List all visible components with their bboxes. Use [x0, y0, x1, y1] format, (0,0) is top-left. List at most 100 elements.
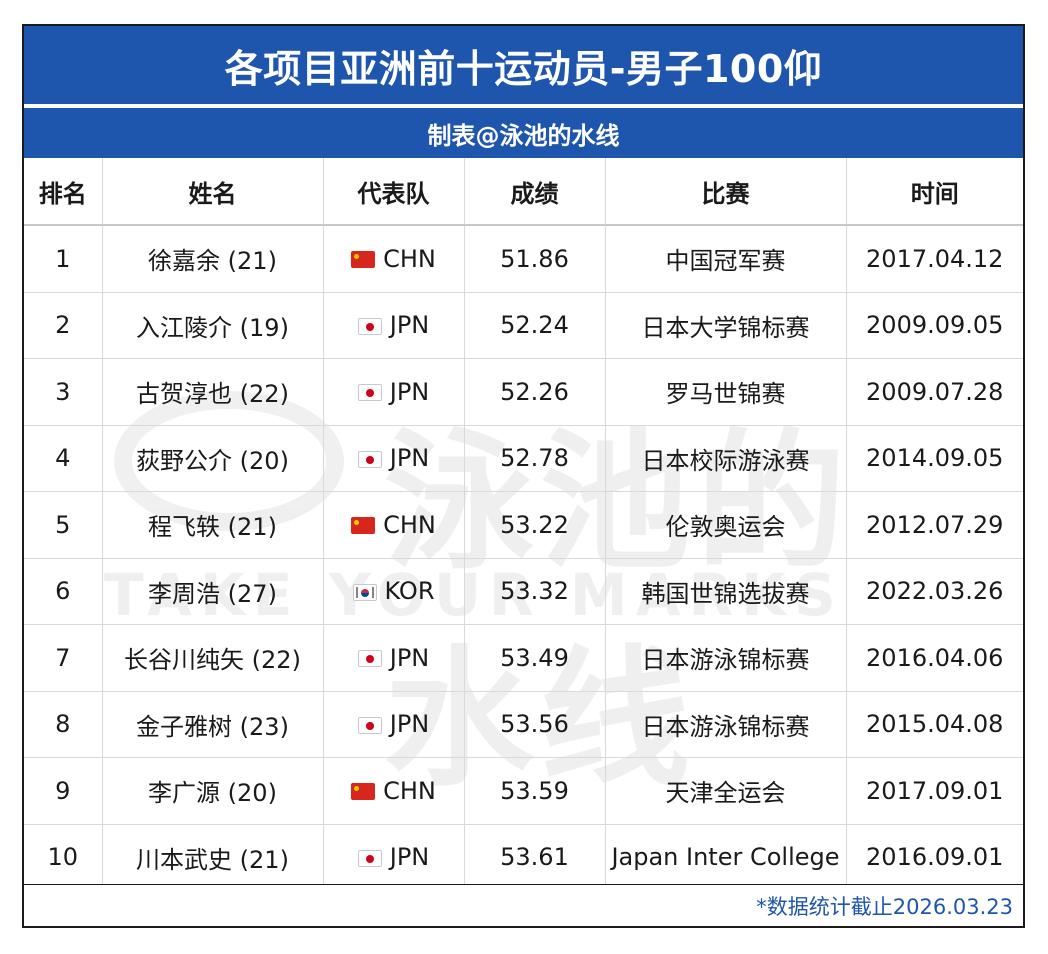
cell-team: JPN [323, 358, 465, 426]
cell-time: 53.56 [464, 691, 606, 758]
cell-rank: 4 [24, 425, 103, 492]
table-row: 6 李周浩 (27) KOR 53.32 韩国世锦选拔赛 2022.03.26 [24, 558, 1023, 625]
chn-flag-icon [351, 783, 376, 801]
cell-meet: 罗马世锦赛 [605, 358, 847, 426]
cell-date: 2017.04.12 [846, 225, 1023, 293]
cell-rank: 2 [24, 292, 103, 359]
cell-team: KOR [323, 558, 465, 625]
cell-meet: 日本校际游泳赛 [605, 425, 847, 492]
cell-name: 李周浩 (27) [102, 558, 324, 625]
cell-date: 2009.09.05 [846, 292, 1023, 359]
chn-flag-icon [351, 251, 376, 269]
cell-time: 53.49 [464, 624, 606, 692]
header-time: 成绩 [464, 158, 606, 226]
team-code: JPN [389, 377, 430, 406]
kor-flag-icon [352, 583, 377, 601]
cell-meet: 日本游泳锦标赛 [605, 624, 847, 692]
cell-rank: 8 [24, 691, 103, 758]
cell-rank: 7 [24, 624, 103, 692]
cell-time: 53.59 [464, 757, 606, 825]
cell-date: 2014.09.05 [846, 425, 1023, 492]
cell-time: 52.78 [464, 425, 606, 492]
jpn-flag-icon [357, 450, 382, 468]
team-code: KOR [384, 577, 435, 606]
table-body: 1 徐嘉余 (21) CHN 51.86 中国冠军赛 2017.04.12 2 入江陵介 (1… [24, 225, 1023, 891]
cell-team: CHN [323, 491, 465, 559]
jpn-flag-icon [357, 716, 382, 734]
header-rank: 排名 [24, 158, 103, 226]
cell-team: CHN [323, 757, 465, 825]
cell-time: 52.24 [464, 292, 606, 359]
cell-time: 51.86 [464, 225, 606, 293]
cell-name: 程飞轶 (21) [102, 491, 324, 559]
cell-rank: 3 [24, 358, 103, 426]
team-code: JPN [389, 710, 430, 739]
table-header-row: 排名 姓名 代表队 成绩 比赛 时间 [24, 158, 1023, 226]
cell-date: 2015.04.08 [846, 691, 1023, 758]
cell-team: JPN [323, 425, 465, 492]
team-code: CHN [383, 510, 436, 539]
cell-time: 52.26 [464, 358, 606, 426]
footer-note: *数据统计截止2026.03.23 [24, 884, 1023, 926]
cell-meet: Japan Inter College [605, 824, 847, 891]
cell-name: 入江陵介 (19) [102, 292, 324, 359]
cell-date: 2009.07.28 [846, 358, 1023, 426]
header-name: 姓名 [102, 158, 324, 226]
table-row: 7 长谷川纯矢 (22) JPN 53.49 日本游泳锦标赛 2016.04.06 [24, 624, 1023, 692]
cell-name: 金子雅树 (23) [102, 691, 324, 758]
jpn-flag-icon [357, 317, 382, 335]
cell-rank: 1 [24, 225, 103, 293]
ranking-table-card: 各项目亚洲前十运动员-男子100仰 制表@泳池的水线 泳池的水线 TAKE YO… [22, 24, 1025, 928]
cell-name: 徐嘉余 (21) [102, 225, 324, 293]
table-row: 5 程飞轶 (21) CHN 53.22 伦敦奥运会 2012.07.29 [24, 491, 1023, 559]
cell-meet: 天津全运会 [605, 757, 847, 825]
table-row: 10 川本武史 (21) JPN 53.61 Japan Inter College 20… [24, 824, 1023, 891]
cell-team: JPN [323, 292, 465, 359]
jpn-flag-icon [357, 650, 382, 668]
cell-rank: 5 [24, 491, 103, 559]
cell-rank: 6 [24, 558, 103, 625]
cell-meet: 日本游泳锦标赛 [605, 691, 847, 758]
table-row: 4 荻野公介 (20) JPN 52.78 日本校际游泳赛 2014.09.05 [24, 425, 1023, 492]
cell-time: 53.32 [464, 558, 606, 625]
team-code: JPN [389, 843, 430, 872]
table-row: 9 李广源 (20) CHN 53.59 天津全运会 2017.09.01 [24, 757, 1023, 825]
header-team: 代表队 [323, 158, 465, 226]
table-row: 1 徐嘉余 (21) CHN 51.86 中国冠军赛 2017.04.12 [24, 225, 1023, 293]
cell-team: JPN [323, 824, 465, 891]
cell-rank: 10 [24, 824, 103, 891]
cell-meet: 韩国世锦选拔赛 [605, 558, 847, 625]
team-code: JPN [389, 311, 430, 340]
table-row: 2 入江陵介 (19) JPN 52.24 日本大学锦标赛 2009.09.05 [24, 292, 1023, 359]
cell-team: CHN [323, 225, 465, 293]
team-code: CHN [383, 776, 436, 805]
cell-date: 2012.07.29 [846, 491, 1023, 559]
ranking-table-wrapper: 排名 姓名 代表队 成绩 比赛 时间 1 徐嘉余 (21) CHN 51.86 中国冠军… [24, 158, 1023, 891]
cell-date: 2016.09.01 [846, 824, 1023, 891]
table-row: 3 古贺淳也 (22) JPN 52.26 罗马世锦赛 2009.07.28 [24, 358, 1023, 426]
cell-meet: 日本大学锦标赛 [605, 292, 847, 359]
cell-team: JPN [323, 624, 465, 692]
header-date: 时间 [846, 158, 1023, 226]
cell-name: 长谷川纯矢 (22) [102, 624, 324, 692]
jpn-flag-icon [357, 384, 382, 402]
page-title: 各项目亚洲前十运动员-男子100仰 [24, 26, 1023, 104]
cell-time: 53.22 [464, 491, 606, 559]
cell-date: 2022.03.26 [846, 558, 1023, 625]
cell-name: 李广源 (20) [102, 757, 324, 825]
cell-name: 川本武史 (21) [102, 824, 324, 891]
cell-team: JPN [323, 691, 465, 758]
cell-rank: 9 [24, 757, 103, 825]
cell-meet: 伦敦奥运会 [605, 491, 847, 559]
page-subtitle: 制表@泳池的水线 [24, 106, 1023, 158]
header-meet: 比赛 [605, 158, 847, 226]
team-code: JPN [389, 444, 430, 473]
cell-name: 荻野公介 (20) [102, 425, 324, 492]
team-code: CHN [383, 244, 436, 273]
jpn-flag-icon [357, 849, 382, 867]
team-code: JPN [389, 643, 430, 672]
chn-flag-icon [351, 517, 376, 535]
cell-date: 2016.04.06 [846, 624, 1023, 692]
cell-name: 古贺淳也 (22) [102, 358, 324, 426]
